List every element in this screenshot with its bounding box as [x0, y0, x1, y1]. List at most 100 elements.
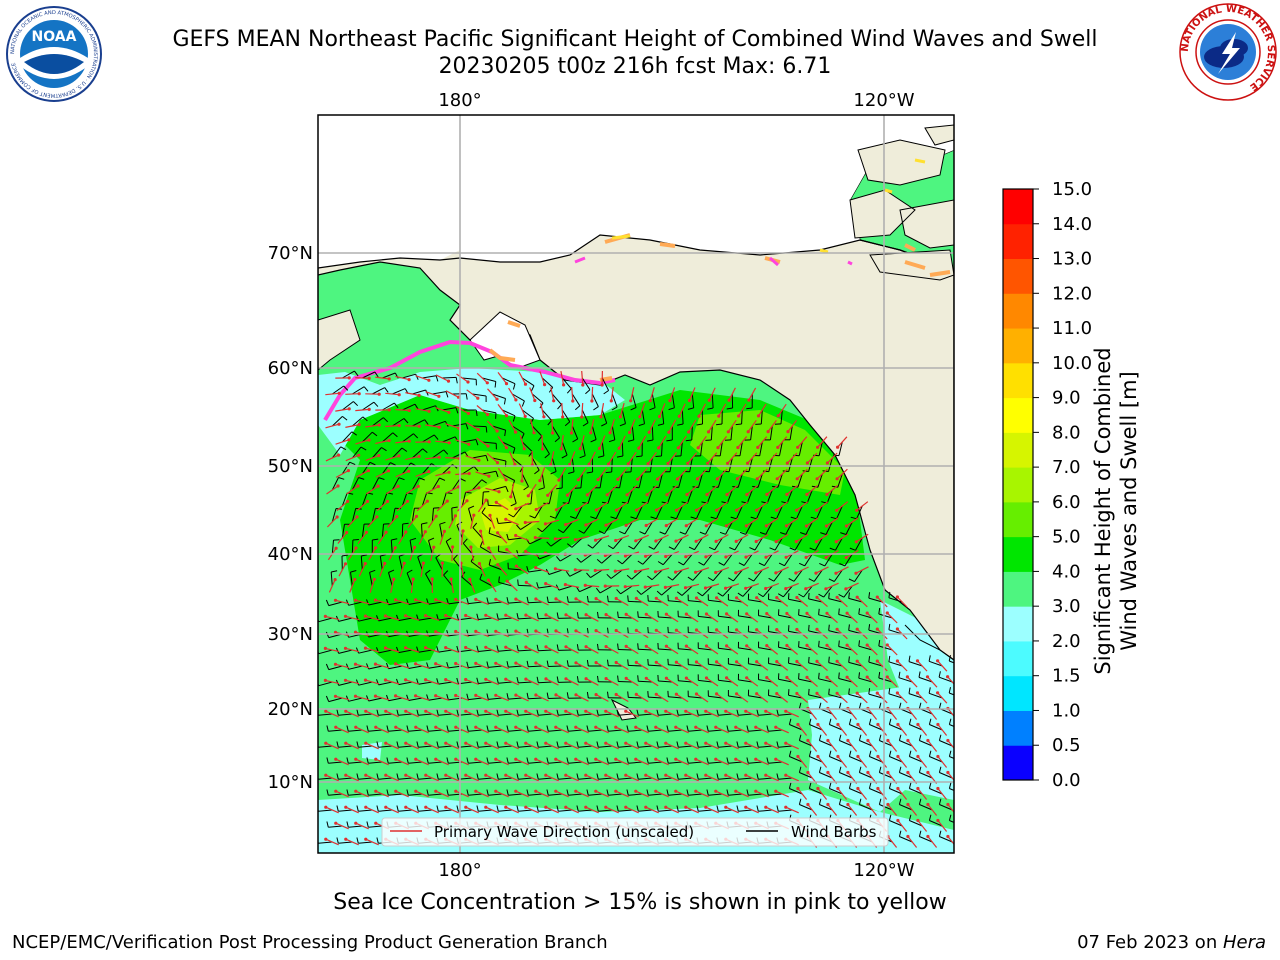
wave-arrow — [486, 452, 498, 464]
wave-arrow-head — [394, 630, 398, 634]
wave-arrow — [625, 806, 639, 814]
wind-barb — [658, 809, 673, 812]
wave-arrow-head — [714, 725, 718, 729]
wind-barb-flag — [376, 709, 379, 716]
wave-arrow — [345, 742, 359, 750]
wind-barb — [816, 505, 823, 520]
wind-barb-flag — [838, 593, 845, 598]
wave-arrow — [927, 740, 938, 752]
wind-barb-flag — [576, 741, 579, 748]
wind-barb-flag — [938, 766, 942, 773]
wind-barb — [758, 713, 773, 716]
wave-arrow — [886, 612, 898, 624]
wave-arrow — [395, 663, 410, 669]
wave-arrow — [395, 408, 410, 412]
wind-barb — [879, 772, 893, 779]
wave-arrow-head — [774, 757, 778, 761]
wind-barb-flag — [476, 773, 479, 780]
lat-label-40n: 40°N — [268, 544, 313, 565]
wind-barb-flag — [636, 741, 639, 748]
wave-arrow-head — [437, 425, 441, 429]
wave-arrow — [906, 676, 918, 688]
wind-barb-flag — [426, 598, 429, 605]
wind-barb-flag — [676, 805, 679, 812]
wind-barb-flag — [396, 773, 399, 780]
wind-barb-flag — [416, 709, 419, 716]
wave-arrow — [847, 804, 858, 816]
wave-arrow — [685, 710, 699, 718]
wind-barb — [442, 407, 457, 411]
wave-arrow-head — [374, 821, 378, 825]
wave-arrow-head — [675, 508, 679, 512]
colorbar-bin — [1003, 710, 1033, 746]
wind-barb-flag — [848, 688, 850, 695]
wind-barb — [738, 777, 753, 780]
wind-barb — [818, 441, 823, 456]
wind-barb-flag — [736, 773, 739, 780]
wind-barb — [398, 777, 413, 780]
wind-barb — [443, 574, 453, 587]
wave-arrow-head — [956, 819, 959, 822]
wind-barb-flag — [858, 672, 860, 679]
wave-arrow — [887, 708, 898, 720]
wind-barb — [581, 441, 586, 456]
wave-arrow-head — [447, 470, 451, 474]
wind-barb-flag — [848, 718, 852, 725]
wave-arrow-head — [816, 786, 820, 791]
chukotka-coastline — [318, 257, 461, 269]
wave-arrow — [385, 774, 399, 782]
wave-arrow-head — [946, 738, 950, 743]
wind-barb-flag — [378, 477, 385, 480]
colorbar-bin — [1003, 223, 1033, 260]
wave-arrow-head — [574, 629, 578, 633]
wave-arrow — [655, 567, 670, 573]
wave-arrow-head — [594, 757, 598, 761]
wave-arrow — [605, 710, 619, 718]
wind-barb — [388, 761, 403, 764]
wind-barb-flag — [707, 577, 714, 582]
wave-arrow-head — [353, 694, 358, 698]
wave-arrow — [615, 758, 629, 766]
wave-arrow — [685, 806, 699, 814]
wind-barb-flag — [586, 789, 589, 796]
wave-arrow — [399, 563, 405, 577]
wind-barb-flag — [619, 530, 625, 535]
wave-arrow-head — [594, 661, 598, 665]
wave-arrow-head — [337, 453, 341, 457]
wind-barb — [708, 457, 713, 472]
wave-arrow — [416, 500, 428, 512]
wind-barb-flag — [928, 814, 932, 821]
wind-barb-flag — [690, 516, 697, 520]
wind-barb — [548, 665, 563, 667]
wave-arrow — [365, 742, 379, 750]
wind-barb-flag — [597, 455, 605, 458]
wave-arrow-head — [754, 789, 758, 793]
wave-arrow-head — [704, 555, 708, 559]
wind-barb — [758, 647, 773, 651]
wind-barb-flag — [488, 558, 491, 566]
wave-arrow-head — [504, 478, 508, 482]
wave-arrow-head — [494, 661, 498, 665]
wind-barb — [750, 425, 753, 440]
wave-arrow-head — [367, 376, 371, 380]
wind-barb-flag — [656, 741, 659, 748]
wind-barb-flag — [456, 805, 459, 812]
wave-arrow — [816, 692, 828, 704]
wave-arrow — [698, 403, 707, 417]
wind-barb-flag — [829, 547, 836, 551]
wave-arrow-head — [664, 554, 668, 559]
wave-arrow-head — [613, 569, 617, 573]
wind-barb-flag — [544, 453, 550, 459]
wind-barb — [348, 793, 363, 796]
wind-barb-flag — [696, 741, 699, 748]
wind-barb — [698, 777, 713, 780]
wind-barb — [478, 681, 493, 684]
wind-barb — [559, 553, 573, 562]
wave-arrow-head — [865, 611, 869, 615]
wave-arrow — [385, 742, 399, 750]
wind-barb-flag — [800, 532, 807, 535]
colorbar-bin — [1003, 501, 1033, 538]
wind-barb-flag — [454, 436, 459, 443]
wave-arrow-head — [514, 725, 518, 729]
wave-arrow — [588, 451, 596, 465]
